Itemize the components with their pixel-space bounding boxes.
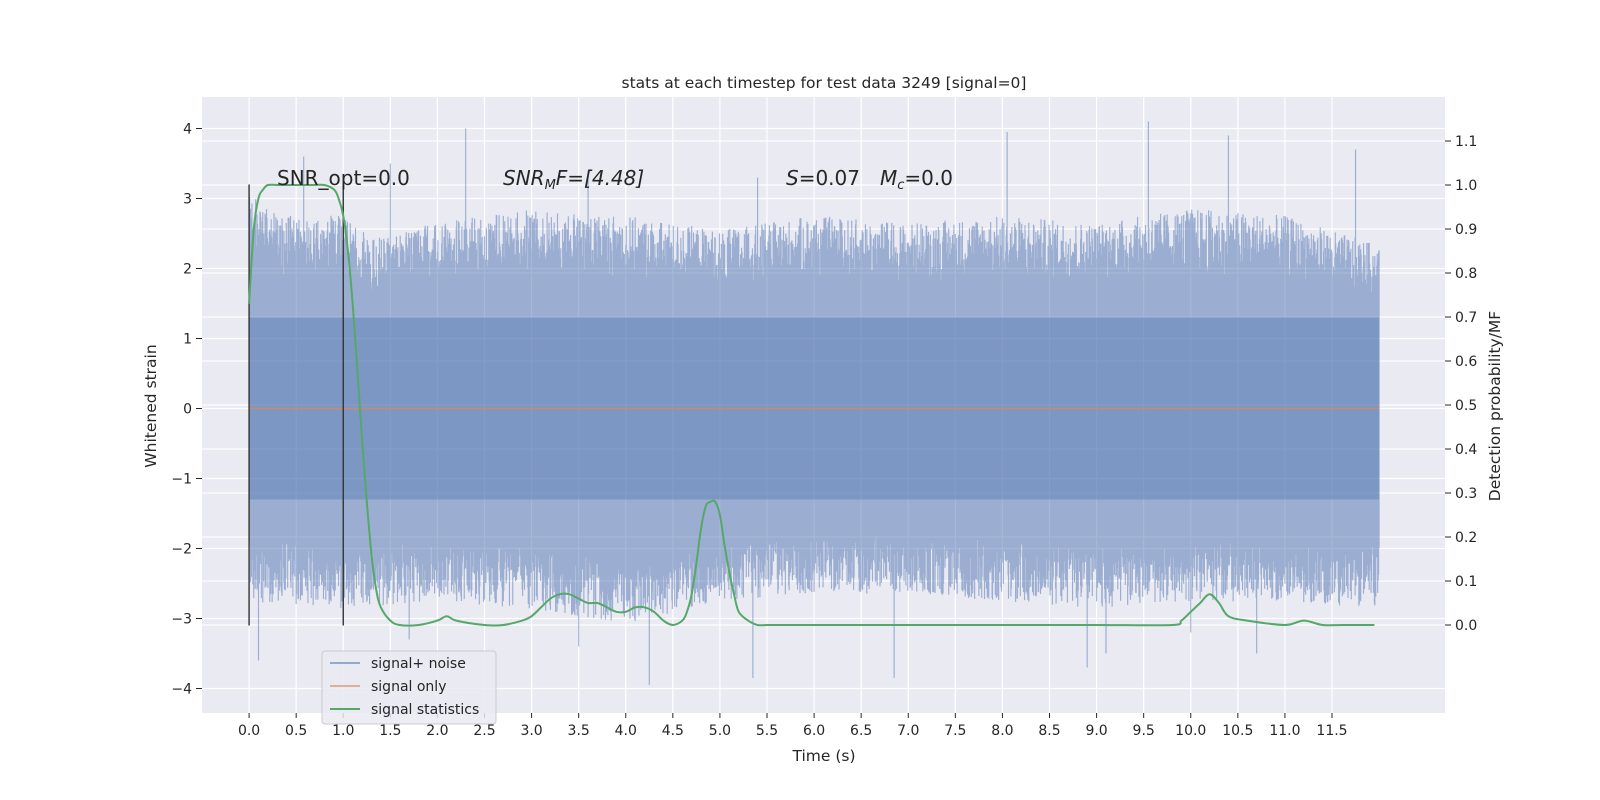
annotation-mc-value: =0.0 [904, 166, 953, 190]
y-tick-label-8: −4 [171, 682, 192, 698]
y-right-tick-label-7: 0.4 [1455, 442, 1477, 458]
y-tick-label-5: −1 [171, 472, 192, 488]
legend-label-statistics: signal statistics [371, 702, 479, 718]
y-right-tick-label-0: 1.1 [1455, 134, 1477, 150]
x-tick-label-15: 7.5 [944, 723, 966, 739]
x-tick-label-7: 3.5 [568, 723, 590, 739]
statistics-line [248, 183, 1375, 627]
x-tick-label-6: 3.0 [520, 723, 542, 739]
y-right-tick-label-6: 0.5 [1455, 398, 1477, 414]
annotation-snr-opt: SNR_opt=0.0 [277, 166, 410, 190]
annotation-s-value: =0.07 [799, 166, 860, 190]
x-tick-label-8: 4.0 [615, 723, 637, 739]
annotation-s-label: S [786, 166, 799, 190]
y-axis-label: Whitened strain [142, 344, 160, 467]
x-tick-label-10: 5.0 [709, 723, 731, 739]
x-tick-label-20: 10.0 [1175, 723, 1206, 739]
y-tick-label-2: 2 [183, 262, 192, 278]
y-right-tick-label-5: 0.6 [1455, 354, 1477, 370]
annotation-snr-mf-sub: M [545, 178, 556, 193]
y-right-tick-label-10: 0.1 [1455, 574, 1477, 590]
annotation-mc: Mc=0.0 [880, 166, 953, 193]
chart-title: stats at each timestep for test data 324… [622, 74, 1027, 92]
x-tick-label-0: 0.0 [238, 723, 260, 739]
y-tick-label-0: 4 [183, 122, 192, 138]
y-right-tick-label-9: 0.2 [1455, 530, 1477, 546]
legend-box [321, 650, 497, 725]
x-tick-label-23: 11.5 [1316, 723, 1347, 739]
x-tick-label-14: 7.0 [897, 723, 919, 739]
y-tick-label-6: −2 [171, 542, 192, 558]
y-tick-label-3: 1 [183, 332, 192, 348]
y-right-tick-label-11: 0.0 [1455, 618, 1477, 634]
annotation-mc-sub: c [897, 178, 904, 193]
y-axis-label-right: Detection probability/MF [1486, 311, 1504, 502]
y-right-tick-label-8: 0.3 [1455, 486, 1477, 502]
annotation-snr-mf-rest: F=[4.48] [556, 166, 644, 190]
x-tick-label-22: 11.0 [1269, 723, 1300, 739]
annotation-mc-label: M [880, 166, 897, 190]
legend-label-signal: signal only [371, 679, 446, 695]
x-tick-label-11: 5.5 [756, 723, 778, 739]
x-tick-label-17: 8.5 [1038, 723, 1060, 739]
x-tick-label-5: 2.5 [473, 723, 495, 739]
tick-labels: 0.0 0.5 1.0 1.5 2.0 2.5 3.0 3.5 4.0 4.5 5.0 5.5 6.0 6… [171, 122, 1477, 740]
x-tick-label-2: 1.0 [332, 723, 354, 739]
y-tick-label-7: −3 [171, 612, 192, 628]
y-right-tick-label-3: 0.8 [1455, 266, 1477, 282]
x-tick-label-9: 4.5 [662, 723, 684, 739]
annotation-snr-mf-label: SNR [503, 166, 545, 190]
y-right-tick-label-1: 1.0 [1455, 178, 1477, 194]
legend: signal+ noise signal only signal statist… [321, 650, 497, 725]
x-tick-label-13: 6.5 [850, 723, 872, 739]
x-tick-label-16: 8.0 [991, 723, 1013, 739]
window-markers [248, 184, 344, 626]
statistics-series [248, 183, 1375, 627]
x-tick-label-3: 1.5 [379, 723, 401, 739]
x-tick-label-1: 0.5 [285, 723, 307, 739]
annotation-snr-mf: SNRMF=[4.48] [503, 166, 644, 193]
legend-label-noise: signal+ noise [371, 656, 466, 672]
x-tick-label-4: 2.0 [426, 723, 448, 739]
x-axis-label: Time (s) [791, 747, 855, 765]
x-tick-label-19: 9.5 [1133, 723, 1155, 739]
y-tick-label-1: 3 [183, 192, 192, 208]
x-tick-label-12: 6.0 [803, 723, 825, 739]
y-right-tick-label-4: 0.7 [1455, 310, 1477, 326]
y-right-tick-label-2: 0.9 [1455, 222, 1477, 238]
annotation-s: S=0.07 [786, 166, 860, 190]
x-tick-label-21: 10.5 [1222, 723, 1253, 739]
x-tick-label-18: 9.0 [1085, 723, 1107, 739]
y-tick-label-4: 0 [183, 402, 192, 418]
